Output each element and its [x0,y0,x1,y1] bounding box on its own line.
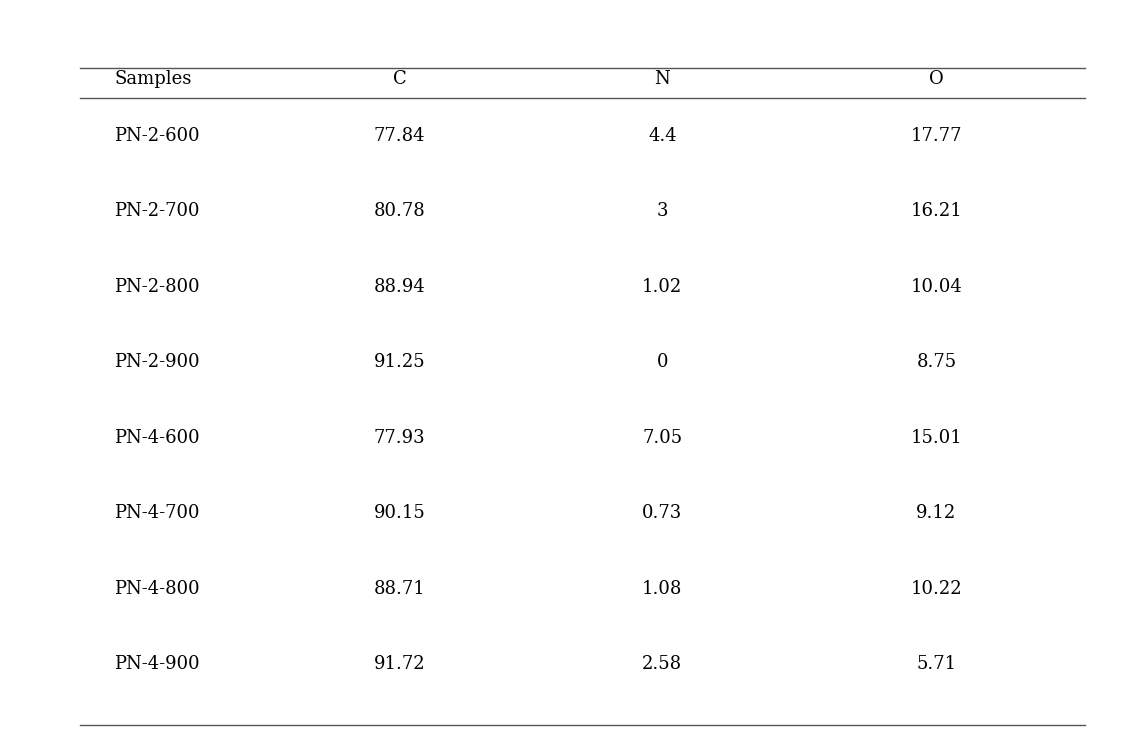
Text: 10.04: 10.04 [910,278,963,296]
Text: C: C [393,70,407,88]
Text: PN-2-800: PN-2-800 [114,278,200,296]
Text: 10.22: 10.22 [910,580,963,598]
Text: 17.77: 17.77 [910,127,963,145]
Text: 80.78: 80.78 [373,202,426,220]
Text: 9.12: 9.12 [916,504,957,522]
Text: PN-2-700: PN-2-700 [114,202,200,220]
Text: Samples: Samples [114,70,192,88]
Text: 1.08: 1.08 [642,580,683,598]
Text: PN-4-800: PN-4-800 [114,580,200,598]
Text: 90.15: 90.15 [373,504,426,522]
Text: 0.73: 0.73 [642,504,683,522]
Text: N: N [654,70,670,88]
Text: PN-4-600: PN-4-600 [114,429,200,447]
Text: 7.05: 7.05 [642,429,683,447]
Text: PN-4-900: PN-4-900 [114,655,200,673]
Text: 88.94: 88.94 [373,278,426,296]
Text: PN-4-700: PN-4-700 [114,504,200,522]
Text: O: O [930,70,943,88]
Text: 88.71: 88.71 [373,580,426,598]
Text: PN-2-600: PN-2-600 [114,127,200,145]
Text: 91.25: 91.25 [373,353,426,371]
Text: 16.21: 16.21 [910,202,963,220]
Text: 3: 3 [657,202,668,220]
Text: 1.02: 1.02 [642,278,683,296]
Text: 15.01: 15.01 [910,429,963,447]
Text: 77.84: 77.84 [373,127,426,145]
Text: 2.58: 2.58 [642,655,683,673]
Text: PN-2-900: PN-2-900 [114,353,200,371]
Text: 8.75: 8.75 [916,353,957,371]
Text: 77.93: 77.93 [373,429,426,447]
Text: 91.72: 91.72 [373,655,426,673]
Text: 5.71: 5.71 [916,655,957,673]
Text: 0: 0 [657,353,668,371]
Text: 4.4: 4.4 [648,127,677,145]
